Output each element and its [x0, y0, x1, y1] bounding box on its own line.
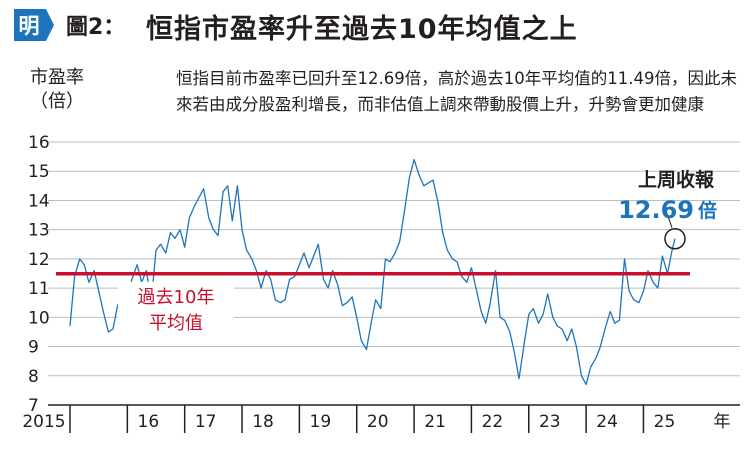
latest-point-circle [664, 227, 686, 250]
y-tick-label-9: 9 [28, 338, 39, 358]
latest-leader-line [665, 210, 673, 228]
y-axis-label: 市盈率 （倍） [30, 66, 84, 114]
y-tick-label-11: 11 [28, 279, 50, 299]
y-tick-label-8: 8 [28, 367, 39, 387]
average-label-bg [118, 281, 234, 340]
average-label-line-2: 平均值 [149, 313, 203, 334]
x-tick-label-23: 23 [539, 412, 561, 432]
y-tick-label-10: 10 [28, 308, 50, 328]
y-axis-label-line-2: （倍） [30, 91, 84, 112]
x-tick-label-2015: 2015 [22, 412, 65, 432]
page-title: 恒指市盈率升至過去10年均值之上 [146, 14, 578, 45]
x-tick-label-19: 19 [310, 412, 332, 432]
header: 明 圖2： 恒指市盈率升至過去10年均值之上 [0, 0, 750, 50]
x-tick-label-20: 20 [367, 412, 389, 432]
latest-annotation: 上周收報 12.69 倍 [618, 168, 717, 250]
x-tick-labels: 2015 16 17 18 19 20 21 22 23 24 25 年 [22, 405, 731, 433]
x-tick-label-17: 17 [195, 412, 217, 432]
y-axis-label-line-1: 市盈率 [30, 67, 84, 88]
y-tick-label-12: 12 [28, 250, 50, 270]
x-tick-label-21: 21 [424, 412, 446, 432]
x-tick-label-18: 18 [252, 412, 274, 432]
logo-text: 明 [19, 14, 40, 38]
average-label-line-1: 過去10年 [138, 287, 215, 308]
average-layer: 過去10年平均值 [56, 272, 690, 340]
y-tick-label-16: 16 [28, 133, 50, 153]
ming-pao-logo-icon: 明 [14, 9, 54, 41]
y-tick-label-13: 13 [28, 221, 50, 241]
latest-title: 上周收報 [638, 168, 715, 191]
y-tick-label-14: 14 [28, 191, 50, 211]
logo-badge-shape [14, 9, 54, 41]
x-tick-label-22: 22 [482, 412, 504, 432]
x-axis-unit: 年 [714, 412, 731, 432]
y-tick-labels: 7 8 9 10 11 12 13 14 15 16 [28, 133, 50, 416]
x-tick-label-16: 16 [138, 412, 160, 432]
y-tick-label-15: 15 [28, 162, 50, 182]
series-layer [69, 158, 676, 386]
chart-note: 恒指目前市盈率已回升至12.69倍，高於過去10年平均值的11.49倍，因此未來… [176, 69, 737, 114]
series-line-pe-ratio [69, 158, 676, 386]
x-tick-label-25: 25 [654, 412, 676, 432]
latest-value: 12.69 [618, 196, 694, 224]
y-tick-label-7: 7 [28, 396, 39, 416]
latest-unit: 倍 [698, 199, 717, 222]
figure-label: 圖2： [66, 15, 126, 40]
x-tick-label-24: 24 [596, 412, 618, 432]
